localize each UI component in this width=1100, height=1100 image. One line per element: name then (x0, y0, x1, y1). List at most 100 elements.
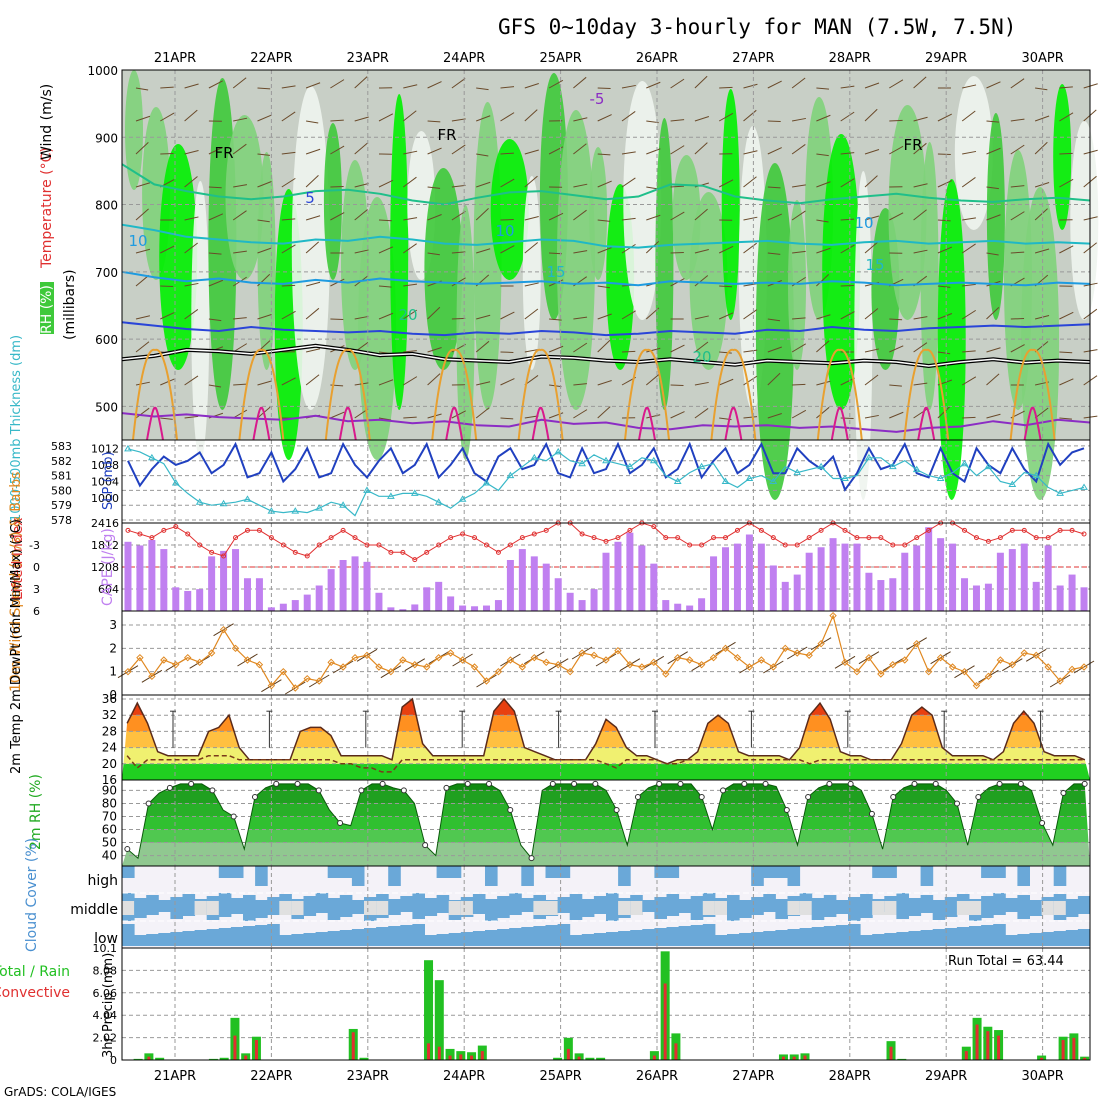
wind-barb (889, 79, 904, 89)
wind-barb (573, 342, 588, 353)
li-marker (973, 535, 979, 541)
wind-barb (500, 378, 515, 386)
low-cloud-block (122, 924, 135, 946)
low-cloud-block (194, 930, 208, 946)
wind-barb (305, 82, 321, 89)
contour-label: -5 (590, 90, 605, 108)
wind-barb (476, 314, 491, 320)
li-marker (878, 535, 884, 541)
wind-barb (816, 380, 831, 386)
cape-axis-label: CAPE (J/kg) (100, 528, 116, 606)
wind10m-marker (470, 663, 479, 671)
low-cloud-block (255, 925, 268, 946)
cape-bar (757, 543, 765, 611)
lifted-index-axis-label: Lifted Index (10, 518, 26, 600)
rh-cell (623, 81, 662, 320)
li-marker (854, 535, 860, 541)
middle-cloud-block (315, 893, 329, 913)
cape-bar (853, 543, 861, 611)
precip-conv-bar (889, 1046, 893, 1060)
upper-air-panel: 500 600 700 800 900 1000 -5 FR FR FR 5 10 10 10 15 15 2… (39, 64, 1099, 500)
low-cloud-block (690, 925, 704, 946)
middle-cloud-block (993, 893, 1006, 915)
cape-bar (160, 549, 168, 611)
cape-bar (267, 607, 275, 611)
li-marker (221, 553, 227, 559)
pressure-tick-label: 800 (95, 199, 118, 213)
li-marker (173, 524, 179, 530)
wind-barb (524, 242, 539, 254)
rh-band (122, 842, 1090, 866)
middle-cloud-block (581, 899, 595, 917)
wind-barb (354, 315, 369, 320)
wind-barb (597, 380, 612, 386)
cape-bar (925, 527, 933, 611)
cloud-gap (460, 901, 474, 915)
wind-barb (135, 341, 150, 353)
wind-barb (791, 77, 806, 89)
wind-barb (621, 84, 636, 89)
wind-barb (792, 317, 806, 320)
thickness-marker (578, 459, 586, 467)
wind-legend-label: Wind (m/s) (39, 84, 55, 160)
wind-barb (1059, 178, 1074, 188)
wind-barb (524, 308, 539, 320)
wind-barb (646, 414, 661, 419)
wind-barb (257, 153, 271, 156)
rh-marker (145, 800, 152, 807)
wind-barb (816, 274, 830, 287)
wind-barb (864, 149, 880, 155)
cloud-gap (122, 901, 135, 915)
wind10m-marker (745, 663, 754, 671)
wind-barb (306, 120, 319, 124)
wind-barb (549, 318, 562, 321)
pressure-tick-label: 900 (95, 131, 118, 145)
thickness-tick: 578 (51, 514, 72, 527)
rh-band (122, 803, 1090, 817)
wind-barb (402, 110, 417, 122)
cape-tick: 604 (98, 583, 119, 596)
cloud-gap (376, 901, 389, 915)
li-marker (711, 535, 717, 541)
precip-bars (133, 951, 1090, 1060)
thickness-marker (363, 486, 371, 493)
thickness-marker (697, 462, 706, 470)
contour-25-hump (238, 348, 285, 441)
wind-barb (767, 80, 782, 89)
cape-bar (889, 578, 897, 611)
wind-barb (135, 208, 149, 221)
wind-barb (694, 341, 709, 353)
top-date-28APR: 28APR (829, 51, 871, 66)
rh-cell (589, 147, 608, 280)
wind-barb (1034, 208, 1048, 221)
wind-barb (281, 244, 296, 254)
cape-bar (459, 605, 467, 611)
rh-marker (294, 780, 301, 787)
rh-marker (337, 820, 344, 826)
cape-bar (566, 592, 574, 611)
wind-barb (597, 247, 612, 254)
high-cloud-block (1017, 866, 1030, 886)
wind-barb (1059, 86, 1073, 89)
precip-conv-bar (1072, 1037, 1076, 1060)
low-cloud-block (545, 925, 559, 946)
wind10m-marker (805, 651, 813, 660)
wind10m-marker (638, 663, 646, 671)
li-marker (185, 531, 191, 537)
middle-cloud-block (303, 896, 317, 916)
wind-barb (864, 82, 880, 89)
wind10m-tick: 3 (109, 618, 117, 632)
wind-barb (743, 150, 758, 155)
li-marker (579, 531, 585, 537)
wind-barb (233, 117, 248, 122)
wind-barb (718, 112, 734, 122)
thickness-tick: 581 (51, 470, 72, 483)
cape-tick: 2416 (91, 517, 119, 530)
wind-barb (257, 219, 270, 223)
wind-barb (792, 117, 806, 122)
middle-cloud-block (521, 898, 534, 912)
wind-barb (889, 411, 904, 419)
wind-barb (718, 179, 734, 188)
